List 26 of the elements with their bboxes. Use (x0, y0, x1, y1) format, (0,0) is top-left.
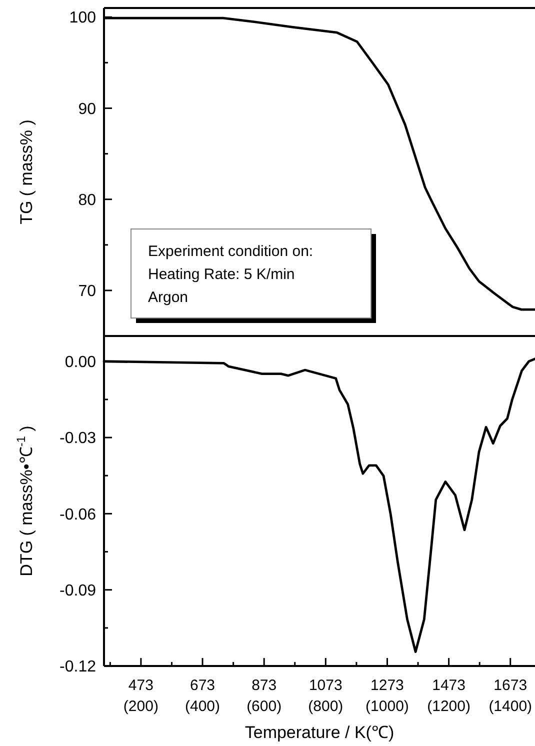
x-tick-label: 1673 (494, 677, 528, 694)
y-tick-label: -0.06 (60, 506, 96, 524)
x2-tick-label: (1400) (488, 698, 532, 715)
y-tick-label: 90 (78, 100, 96, 118)
x-tick-label: 1273 (370, 677, 404, 694)
x-tick-label: 873 (252, 677, 277, 694)
y-tick-label: 80 (78, 192, 96, 209)
x2-tick-label: (200) (123, 698, 158, 715)
y-tick-label: -0.09 (60, 582, 96, 600)
x-tick-label: 673 (190, 677, 216, 694)
x-tick-label: 1473 (432, 677, 466, 694)
y-tick-label: 100 (69, 10, 96, 27)
y-tick-label: -0.12 (60, 658, 96, 676)
x-axis-title: Temperature / K(℃) (244, 723, 394, 742)
y-tick-label: 0.00 (64, 354, 96, 371)
x2-tick-label: (1000) (366, 698, 409, 715)
y-tick-label: 70 (78, 283, 96, 300)
x2-tick-label: (600) (246, 698, 282, 715)
annotation: Experiment condition on: Heating Rate: 5 K/min Argon (148, 243, 314, 306)
y-axis-title: TG ( mass% ) (17, 120, 36, 224)
x2-tick-label: (1200) (427, 698, 470, 715)
x-tick-label: 473 (128, 677, 154, 694)
y-tick-label: -0.03 (60, 430, 96, 448)
x2-tick-label: (400) (185, 698, 220, 715)
x-tick-label: 1073 (308, 677, 342, 694)
x2-tick-label: (800) (308, 698, 344, 715)
